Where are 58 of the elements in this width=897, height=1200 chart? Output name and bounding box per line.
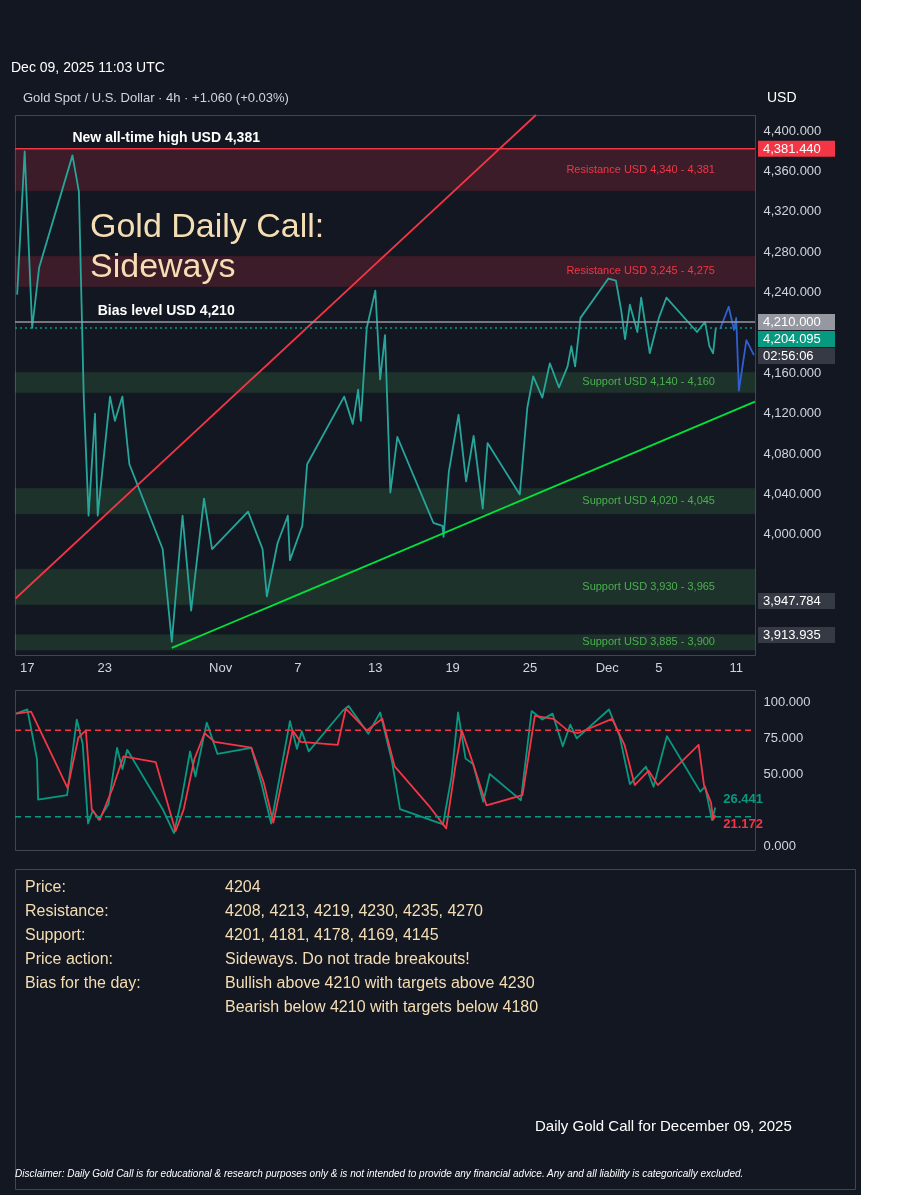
annotation: New all-time high USD 4,381 [72,128,261,145]
chart-subtitle: Gold Spot / U.S. Dollar · 4h · +1.060 (+0.03%) [23,90,289,105]
x-tick-label: 19 [445,659,460,675]
text: 4204 [225,878,261,895]
text: Price action: [25,950,114,967]
y-tick-label: 100.000 [763,694,811,710]
y-tick-label: 4,000.000 [763,526,822,542]
y-tick-label: 4,120.000 [763,405,822,421]
annotation: Bias level USD 4,210 [97,301,235,318]
y-tick-label: 4,160.000 [763,364,822,380]
y-tick-label: 4,360.000 [763,163,822,179]
text: 3,913.935 [763,627,821,642]
y-tick-label: 4,080.000 [763,445,822,461]
text: Sideways. Do not trade breakouts! [225,950,470,967]
x-tick-label: Dec [595,659,620,675]
y-tick-label: 50.000 [763,766,804,782]
band-label: Support USD 3,885 - 3,900 [582,635,715,648]
text: Bearish below 4210 with targets below 4180 [225,998,539,1015]
x-tick-label: 25 [522,659,538,675]
y-tick-label: 4,400.000 [763,122,822,138]
text: 4201, 4181, 4178, 4169, 4145 [225,926,439,943]
text: Bullish above 4210 with targets above 4230 [225,974,535,991]
text: Gold Daily Call: Sideways [90,206,325,284]
y-tick-label: 4,320.000 [763,203,822,219]
text: Support: [25,926,86,943]
x-tick-label: 11 [729,659,743,675]
data-label: 21.172 [723,816,764,832]
x-tick-label: 17 [20,659,35,675]
text: Daily Gold Call for December 09, 2025 [535,1117,792,1134]
ref-line-label: 4,210.000 [763,313,821,329]
text: Price: [25,878,66,895]
y-tick-label: 0.000 [763,838,797,854]
x-tick-label: 23 [97,659,112,675]
x-tick-label: 7 [294,659,302,675]
x-tick-label: 5 [655,659,663,675]
text: Dec 09, 2025 11:03 UTC [11,59,165,75]
y-axis-title: USD [767,89,797,105]
band-label: Resistance USD 4,340 - 4,381 [566,163,715,176]
y-tick-label: 4,240.000 [763,284,822,300]
text: 4208, 4213, 4219, 4230, 4235, 4270 [225,902,484,919]
ref-line-label: 4,381.440 [763,140,821,156]
data-label: 26.441 [723,790,764,806]
y-tick-label: 4,040.000 [763,486,822,501]
ref-line-label: 4,204.095 [763,330,821,346]
text: Disclaimer: Daily Gold Call is for educational & research purposes only & is not intended to provide any financial advice. Any and all liability is categorically excluded. [15,1168,744,1179]
band-label: Support USD 4,020 - 4,045 [582,494,715,507]
band-label: Resistance USD 3,245 - 4,275 [566,264,715,277]
text: Resistance: [25,902,109,919]
y-tick-label: 4,280.000 [763,243,822,259]
text: 3,947.784 [763,593,821,608]
text: 02:56:06 [763,347,814,363]
text: Bias for the day: [25,974,141,991]
line-series [719,305,755,392]
band-label: Support USD 3,930 - 3,965 [582,579,715,592]
x-tick-label: Nov [209,659,233,675]
y-tick-label: 75.000 [763,730,804,746]
band-label: Support USD 4,140 - 4,160 [582,375,715,388]
x-tick-label: 13 [368,659,383,675]
